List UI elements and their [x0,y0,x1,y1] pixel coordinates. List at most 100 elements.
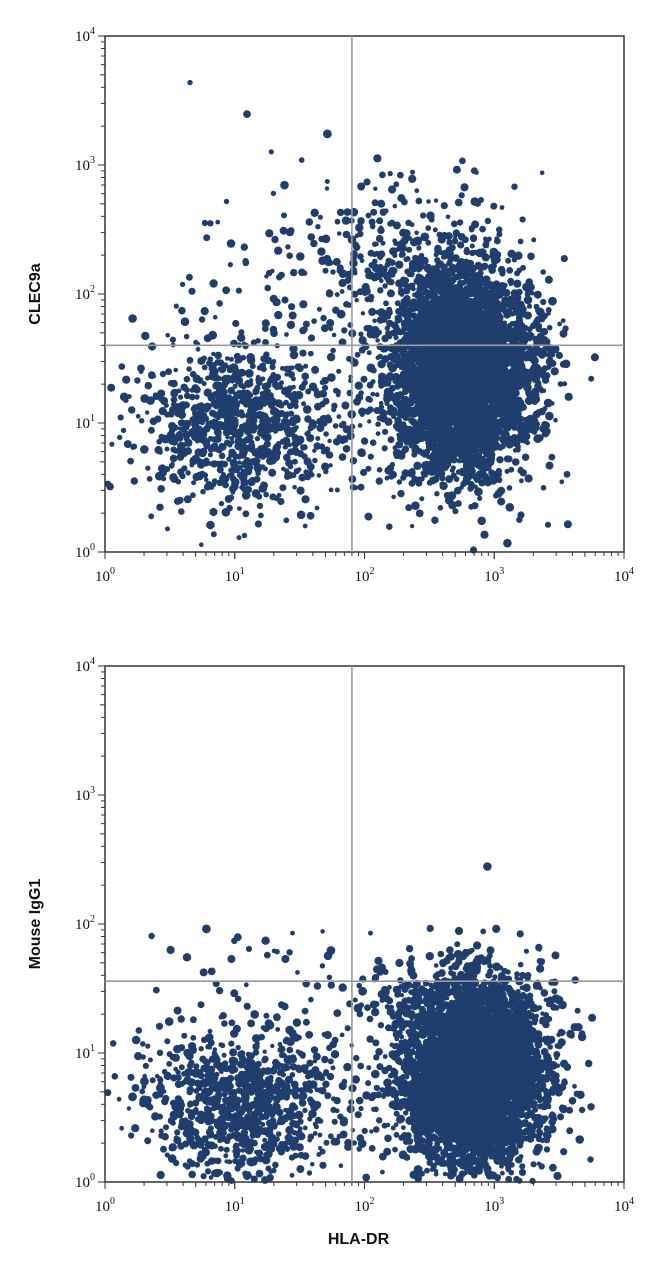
event-dot [483,353,490,360]
event-dot [451,349,457,356]
event-dot [188,287,196,295]
event-dot [493,383,499,389]
event-dot [209,409,217,417]
event-dot [207,420,216,429]
event-dot [255,470,261,477]
event-dot [196,376,204,384]
event-dot [288,410,295,417]
event-dot [438,280,445,287]
event-dot [365,465,372,472]
event-dot [364,512,373,521]
event-dot [454,414,460,420]
event-dot [300,444,306,450]
event-dot [211,442,219,449]
event-dot [449,467,455,473]
event-dot [307,424,314,432]
event-dot [444,356,450,362]
event-dot [190,492,196,499]
event-dot [508,281,514,287]
event-dot [169,336,176,343]
event-dot [214,351,222,360]
event-dot [181,465,188,472]
event-dot [389,461,396,468]
event-dot [255,338,261,344]
event-dot [338,453,347,461]
event-dot [256,502,264,510]
event-dot [383,300,389,307]
event-dot [463,388,472,396]
event-dot [399,340,405,346]
event-dot [267,392,274,399]
event-dot [186,356,194,364]
event-dot [296,486,305,495]
event-dot [194,425,201,433]
event-dot [563,520,572,529]
event-dot [269,363,276,371]
event-dot [216,300,223,307]
event-dot [513,279,522,288]
event-dot [193,418,200,425]
event-dot [561,359,571,369]
event-dot [545,411,554,421]
event-dot [315,436,321,441]
event-dot [190,406,197,412]
event-dot [296,510,306,520]
event-dot [241,491,251,500]
event-dot [130,477,138,485]
event-dot [548,453,556,461]
event-dot [512,458,520,466]
event-dot [269,325,278,334]
event-dot [279,439,286,445]
event-dot [209,279,218,288]
event-dot [497,375,507,384]
event-dot [322,384,329,391]
event-dot [505,440,514,449]
event-dot [242,422,248,428]
event-dot [471,502,479,510]
event-dot [374,392,380,398]
event-dot [559,479,565,485]
event-dot [431,516,439,524]
event-dot [483,309,489,315]
event-dot [205,481,213,489]
event-dot [441,368,449,377]
event-dot [536,368,545,378]
event-dot [540,327,549,336]
event-dot [557,381,564,387]
event-dot [466,333,473,340]
event-dot [409,523,415,529]
event-dot [403,396,409,402]
event-dot [201,364,208,371]
event-dot [178,508,185,515]
event-dot [590,353,599,362]
event-dot [367,453,374,460]
event-dot [360,437,369,445]
event-dot [279,484,287,492]
event-dot [292,485,297,490]
event-dot [459,485,464,490]
event-dot [497,486,506,495]
event-dot [527,371,535,379]
event-dot [341,401,350,410]
event-dot [241,460,250,469]
event-dot [170,379,178,388]
event-dot [225,356,230,361]
event-dot [316,473,322,478]
event-dot [546,324,553,331]
event-dot [283,517,290,524]
event-dot [189,370,197,378]
event-dot [107,383,116,392]
event-dot [332,423,339,429]
event-dot [165,368,173,376]
event-dot [588,375,595,382]
event-dot [544,521,552,528]
event-dot [434,491,440,497]
event-dot [550,367,559,376]
event-dot [304,431,310,437]
event-dot [519,349,526,356]
event-dot [516,425,524,433]
event-dot [455,439,463,446]
event-dot [525,416,532,423]
event-dot [428,420,436,428]
event-dot [420,398,429,406]
